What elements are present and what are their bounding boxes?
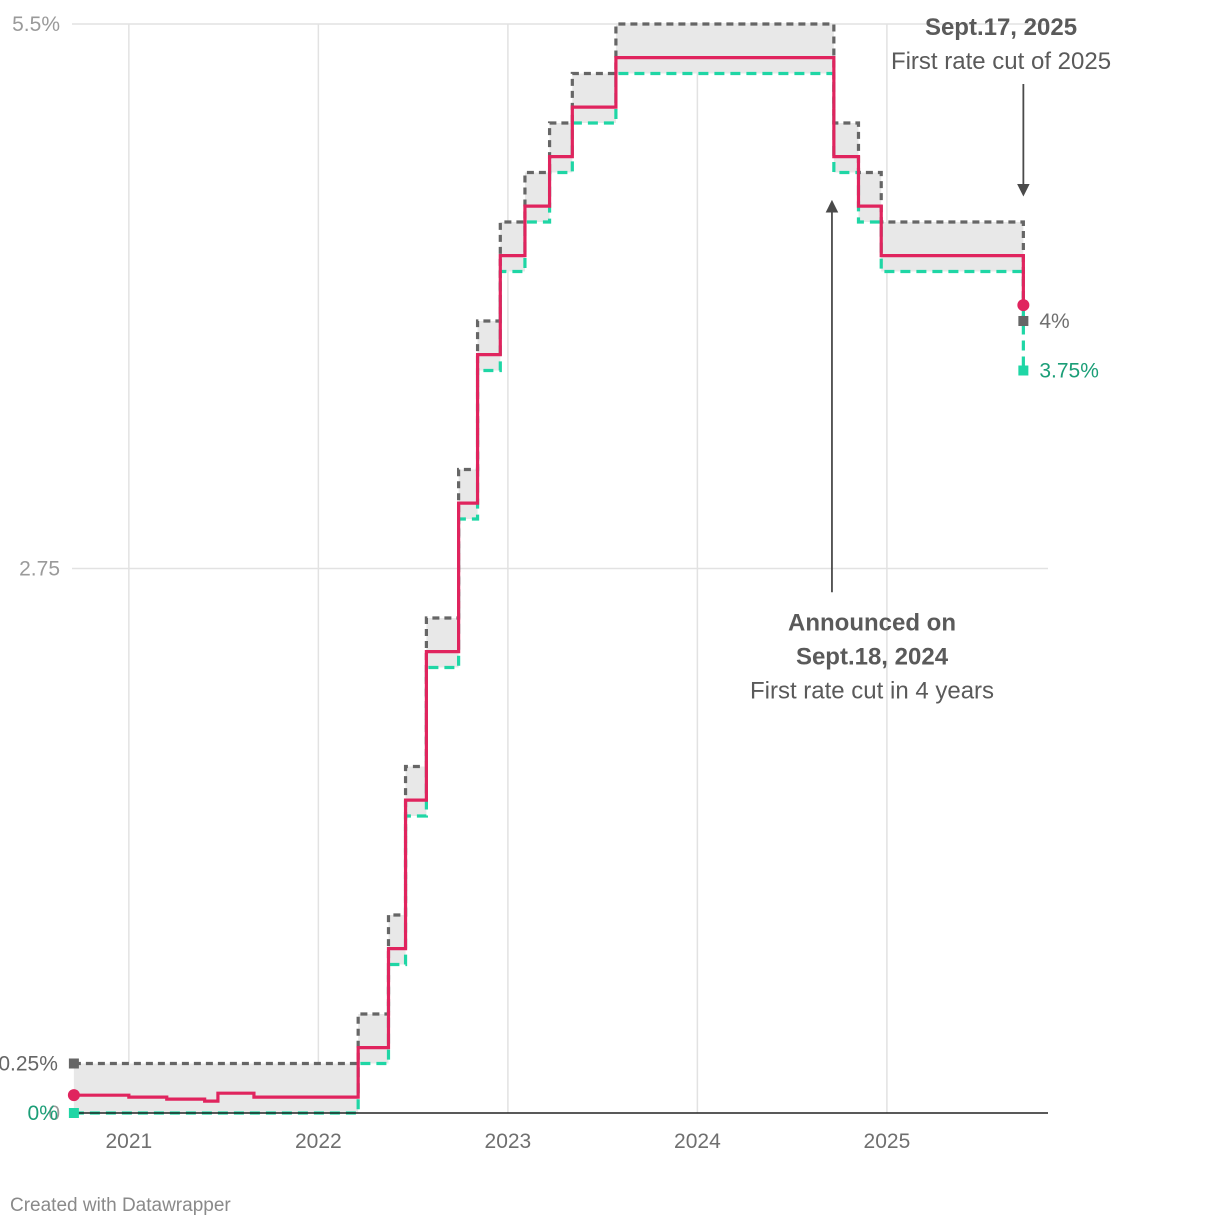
target-range-segment [615,24,834,74]
annotation-2024-title: Announced on [788,609,956,636]
upper-start-label: 0.25% [0,1053,58,1076]
lower-start-marker [68,1108,79,1118]
target-range-segment [405,766,427,816]
effective-end-marker [1017,299,1030,312]
target-range-segment [858,172,882,222]
upper-start-marker [68,1058,79,1069]
x-tick-label: 2022 [295,1130,342,1153]
annotations: Announced on Sept.18, 2024 First rate cut … [750,14,1111,704]
target-range-segment [833,123,859,173]
gridlines [72,23,1048,1113]
x-tick-label: 2024 [674,1130,721,1153]
y-tick-label: 2.75 [19,558,60,581]
y-tick-label: 5.5% [12,13,60,36]
credit-text: Created with Datawrapper [10,1195,231,1216]
upper-end-label: 4% [1039,310,1069,333]
series-lines [73,22,1025,1115]
target-range-segment [524,172,550,222]
effective-rate-line [73,56,1025,1103]
target-range-segment [549,123,573,173]
y-tick-label: 0 [48,1102,60,1125]
axes: 0 2.75 5.5% 2021 2022 2023 2024 2025 [12,13,1048,1153]
x-tick-label: 2021 [105,1130,152,1153]
target-range-segment [358,1014,389,1064]
target-range-segment [881,222,1024,272]
lower-end-marker [1018,365,1029,376]
annotation-2024-title: Sept.18, 2024 [796,643,949,670]
target-range-segment [73,1063,359,1113]
target-range-segment [458,469,478,519]
annotation-2025-text: First rate cut of 2025 [891,48,1111,75]
target-range-segment [477,321,501,371]
end-labels: 0.25% 0% 4% 3.75% [0,299,1099,1125]
target-range-segment [426,618,459,668]
x-tick-label: 2023 [485,1130,532,1153]
target-range-segment [500,222,525,272]
target-range-band [73,24,1024,1113]
target-range-segment [572,73,616,123]
annotation-2025-title: Sept.17, 2025 [925,14,1077,41]
lower-start-label: 0% [28,1102,58,1125]
upper-end-marker [1018,316,1029,326]
x-tick-label: 2025 [864,1130,911,1153]
annotation-2024-text: First rate cut in 4 years [750,677,994,704]
effective-start-marker [67,1089,80,1102]
target-range-segment [388,915,406,965]
lower-end-label: 3.75% [1039,360,1099,383]
